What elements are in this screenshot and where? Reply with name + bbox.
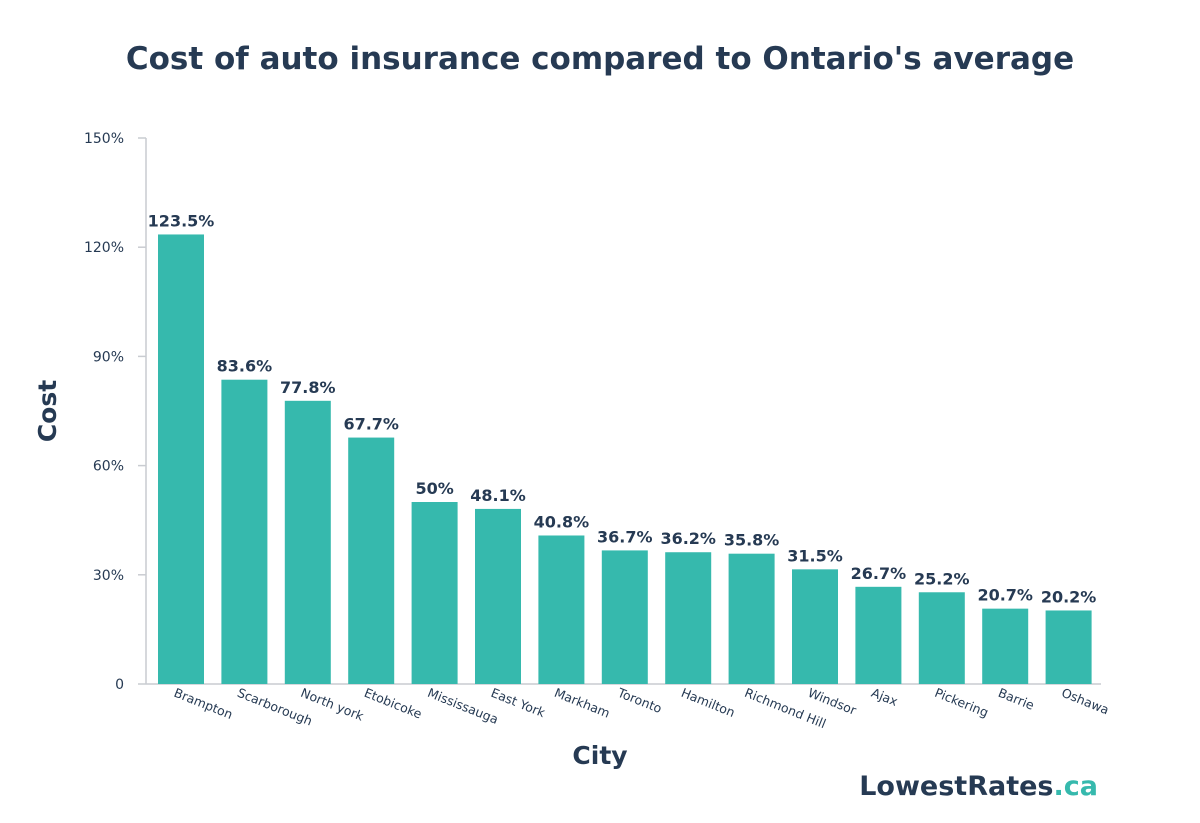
data-labels: 123.5% 83.6% 77.8% 67.7% 50% 48.1% 40.8% 36.7% 3…: [148, 211, 1097, 606]
y-axis-ticks: 0 30% 60% 90% 120% 150%: [84, 131, 146, 693]
data-label: 77.8%: [280, 378, 336, 397]
y-tick-label: 150%: [84, 131, 124, 147]
bar: [918, 592, 965, 684]
brand-logo: LowestRates.ca: [859, 771, 1098, 802]
y-axis-label: Cost: [33, 380, 62, 442]
y-tick-label: 120%: [84, 240, 124, 256]
data-label: 123.5%: [148, 211, 215, 230]
bars: [158, 234, 1092, 684]
x-axis-label: City: [572, 741, 627, 770]
y-tick-label: 0: [115, 677, 124, 693]
data-label: 25.2%: [914, 569, 970, 588]
x-tick-label: Brampton: [172, 685, 235, 722]
data-label: 20.2%: [1041, 587, 1097, 606]
data-label: 36.2%: [660, 529, 716, 548]
bar: [1045, 610, 1092, 684]
y-tick-label: 60%: [93, 459, 124, 475]
bar: [665, 552, 712, 684]
x-tick-label: Pickering: [933, 685, 991, 720]
data-label: 50%: [415, 479, 453, 498]
bar: [221, 379, 268, 684]
data-label: 35.8%: [724, 531, 780, 550]
bar: [792, 569, 838, 684]
bar: [411, 502, 458, 684]
data-label: 36.7%: [597, 527, 653, 546]
y-tick-label: 30%: [93, 568, 124, 584]
x-tick-label: Ajax: [869, 685, 900, 709]
x-tick-label: Hamilton: [679, 685, 737, 720]
x-tick-label: Etobicoke: [362, 685, 424, 722]
y-tick-label: 90%: [93, 349, 124, 365]
data-label: 67.7%: [343, 415, 399, 434]
chart-title: Cost of auto insurance compared to Ontar…: [126, 41, 1074, 77]
bar: [158, 234, 204, 684]
bar: [284, 400, 331, 684]
data-label: 20.7%: [977, 586, 1033, 605]
data-label: 48.1%: [470, 486, 526, 505]
bar: [538, 535, 585, 684]
x-tick-label: Markham: [552, 685, 612, 721]
x-tick-label: Barrie: [996, 685, 1037, 713]
bar: [855, 586, 902, 684]
bar: [475, 508, 521, 684]
data-label: 31.5%: [787, 546, 843, 565]
bar: [348, 437, 395, 684]
x-tick-label: Oshawa: [1059, 685, 1111, 718]
brand-logo-suffix: .ca: [1054, 771, 1098, 802]
bar: [982, 608, 1029, 684]
bar: [601, 550, 648, 684]
data-label: 26.7%: [851, 564, 907, 583]
x-tick-label: Mississauga: [425, 685, 500, 727]
brand-logo-main: LowestRates: [859, 771, 1053, 802]
data-label: 40.8%: [534, 512, 590, 531]
x-tick-label: Toronto: [615, 684, 664, 716]
bar: [728, 553, 775, 684]
data-label: 83.6%: [217, 357, 273, 376]
